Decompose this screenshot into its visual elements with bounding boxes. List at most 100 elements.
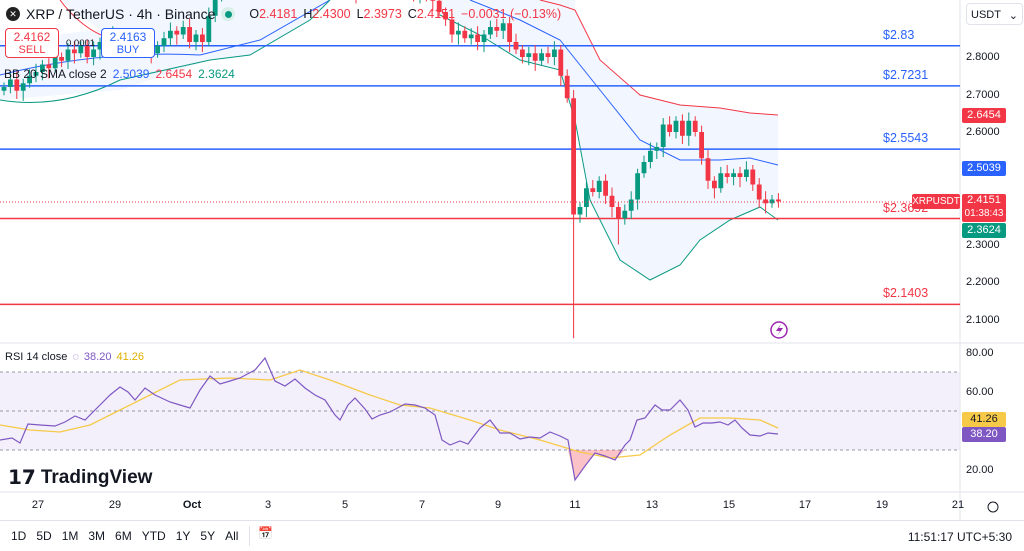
time-tick: 29 bbox=[108, 499, 122, 511]
candle-body bbox=[8, 79, 13, 87]
bb-fill-left bbox=[0, 0, 330, 100]
symbol-title[interactable]: XRP / TetherUS · 4h · Binance bbox=[26, 6, 216, 22]
candle-body bbox=[187, 27, 192, 42]
time-tick: 27 bbox=[31, 499, 45, 511]
candle-body bbox=[622, 210, 628, 219]
rsi-tick: 80.00 bbox=[966, 347, 994, 359]
candle-body bbox=[737, 173, 743, 177]
candle-body bbox=[481, 34, 487, 42]
time-tick: 17 bbox=[798, 499, 812, 511]
level-label: $2.1403 bbox=[883, 286, 929, 301]
time-tick: 21 bbox=[951, 499, 965, 511]
candle-body bbox=[443, 12, 448, 20]
rsi-loop-icon: ◌ bbox=[72, 351, 79, 363]
candle-body bbox=[462, 30, 468, 39]
time-tick: 3 bbox=[264, 499, 272, 511]
candle-body bbox=[641, 162, 647, 174]
range-ytd[interactable]: YTD bbox=[141, 529, 166, 543]
candle-body bbox=[84, 45, 90, 57]
range-1d[interactable]: 1D bbox=[11, 529, 27, 543]
buy-button[interactable]: 2.4163 BUY bbox=[101, 28, 155, 58]
range-5d[interactable]: 5D bbox=[36, 529, 52, 543]
sell-button[interactable]: 2.4162 SELL bbox=[5, 28, 59, 58]
candle-body bbox=[635, 173, 640, 200]
candle-body bbox=[488, 27, 493, 35]
candle-body bbox=[59, 57, 64, 61]
clock[interactable]: 11:51:17 UTC+5:30 bbox=[907, 530, 1012, 544]
goto-date-icon[interactable]: 📅 bbox=[249, 526, 281, 546]
candle-body bbox=[46, 64, 52, 69]
lightning-glyph bbox=[776, 324, 783, 336]
candle-body bbox=[494, 27, 500, 31]
candle-body bbox=[609, 195, 615, 207]
bb-upper-tag: 2.6454 bbox=[962, 108, 1006, 123]
candle-body bbox=[718, 173, 724, 189]
candle-body bbox=[91, 49, 96, 57]
range-3m[interactable]: 3M bbox=[88, 529, 106, 543]
settings-icon[interactable] bbox=[987, 501, 999, 513]
rsi-tick: 60.00 bbox=[966, 386, 994, 398]
rsi-line bbox=[0, 356, 779, 482]
candle-body bbox=[436, 0, 442, 12]
candle-body bbox=[673, 120, 679, 132]
candle-body bbox=[692, 120, 698, 132]
candle-body bbox=[699, 132, 704, 159]
candle-body bbox=[763, 199, 768, 204]
xrp-logo-icon: ✕ bbox=[6, 7, 20, 21]
bottom-toolbar: 1D 5D 1M 3M 6M YTD 1Y 5Y All 📅 bbox=[0, 520, 1024, 551]
candle-body bbox=[14, 79, 20, 91]
candle-body bbox=[449, 19, 455, 35]
price-tick: 2.2000 bbox=[966, 276, 1000, 288]
range-1y[interactable]: 1Y bbox=[175, 529, 191, 543]
range-6m[interactable]: 6M bbox=[115, 529, 132, 543]
rsi-legend[interactable]: RSI 14 close ◌ 38.20 41.26 bbox=[5, 351, 144, 363]
candle-body bbox=[475, 34, 480, 42]
candle-body bbox=[40, 64, 45, 72]
range-all[interactable]: All bbox=[225, 529, 239, 543]
price-tick: 2.7000 bbox=[966, 89, 1000, 101]
chart-canvas[interactable] bbox=[0, 0, 1024, 520]
symbol-tag: XRPUSDT bbox=[912, 194, 960, 209]
candle-body bbox=[72, 49, 77, 54]
rsi-value-tag: 38.20 bbox=[962, 427, 1006, 442]
candle-body bbox=[616, 207, 621, 219]
level-label: $2.7231 bbox=[883, 67, 929, 82]
candle-body bbox=[456, 30, 461, 35]
candle-body bbox=[161, 38, 167, 46]
market-status-icon[interactable] bbox=[221, 7, 236, 21]
time-tick: 9 bbox=[494, 499, 502, 511]
candle-body bbox=[500, 23, 506, 31]
candle-body bbox=[744, 169, 749, 177]
candle-body bbox=[545, 53, 551, 57]
rsi-ma-line bbox=[0, 369, 779, 459]
candle-body bbox=[654, 147, 660, 151]
price-tick: 2.3000 bbox=[966, 239, 1000, 251]
time-tick: 5 bbox=[341, 499, 349, 511]
currency-select[interactable]: USDT ⌄ bbox=[966, 3, 1023, 25]
candle-body bbox=[590, 188, 596, 192]
time-tick: 11 bbox=[569, 499, 581, 511]
candle-body bbox=[97, 42, 103, 50]
range-1m[interactable]: 1M bbox=[61, 529, 79, 543]
candle-body bbox=[756, 184, 762, 200]
ohlc-values: O2.4181 H2.4300 L2.3973 C2.4151 −0.0031 … bbox=[249, 7, 562, 21]
lightning-icon[interactable] bbox=[770, 321, 788, 339]
range-5y[interactable]: 5Y bbox=[200, 529, 216, 543]
candle-body bbox=[180, 27, 186, 35]
candle-body bbox=[603, 180, 608, 196]
candle-body bbox=[468, 34, 474, 39]
candle-body bbox=[648, 150, 653, 162]
candle-body bbox=[571, 98, 576, 215]
bb-legend[interactable]: BB 20 SMA close 2 2.5039 2.6454 2.3624 bbox=[4, 67, 235, 81]
candle-body bbox=[430, 0, 436, 1]
bb-basis-tag: 2.5039 bbox=[962, 161, 1006, 176]
rsi-oversold-fill bbox=[568, 450, 625, 480]
candle-body bbox=[212, 0, 218, 16]
candle-body bbox=[513, 42, 519, 50]
tradingview-logo[interactable]: 𝟭𝟳 TradingView bbox=[8, 466, 153, 490]
candle-body bbox=[193, 34, 199, 42]
time-tick: 7 bbox=[418, 499, 426, 511]
candle-body bbox=[712, 180, 717, 189]
candle-body bbox=[33, 72, 39, 76]
candle-body bbox=[584, 188, 589, 207]
